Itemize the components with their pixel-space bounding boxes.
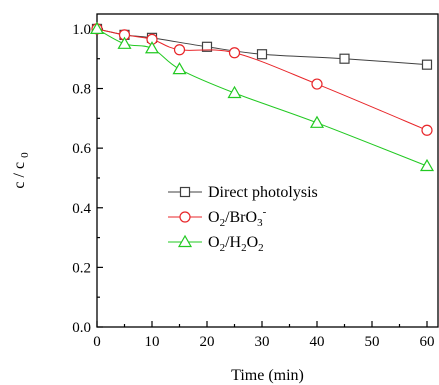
x-tick-label: 30	[255, 334, 270, 350]
y-tick-label: 0.6	[72, 141, 91, 157]
y-tick-label: 0.2	[72, 260, 91, 276]
x-tick-label: 60	[420, 334, 435, 350]
data-point	[419, 158, 435, 172]
legend-label-part: 2	[220, 242, 226, 254]
y-axis-title-subscript: 0	[19, 152, 31, 158]
legend-label-part: -	[263, 206, 267, 218]
legend-marker	[177, 234, 193, 248]
data-point	[117, 36, 132, 49]
legend-label-part: Direct photolysis	[208, 184, 318, 201]
data-point	[309, 115, 325, 128]
data-point	[144, 41, 160, 54]
data-point	[311, 78, 323, 90]
x-tick-label: 40	[310, 334, 325, 350]
x-tick-label: 0	[93, 334, 101, 350]
legend-label-part: 2	[220, 217, 226, 229]
legend-label: O2/BrO3-	[208, 206, 267, 229]
axis-titles: Time (min) c / c 0	[11, 152, 304, 384]
data-point	[173, 44, 186, 56]
data-point	[339, 53, 350, 64]
x-tick-label: 10	[145, 334, 160, 350]
plot-frame	[96, 13, 439, 328]
y-axis-title: c / c 0	[11, 152, 31, 189]
legend-label-part: 2	[241, 242, 247, 254]
legend-marker	[179, 211, 191, 223]
series-line	[96, 28, 428, 131]
series-3	[89, 21, 435, 172]
plot-area: 0 10 20 30 40 50 60 0.0 0.2 0.4 0.6 0.8 1.0	[72, 13, 439, 350]
y-axis-title-main: c / c	[11, 162, 28, 189]
legend-label: Direct photolysis	[208, 184, 318, 201]
data-point	[172, 61, 187, 75]
legend-label-part: 3	[257, 217, 263, 229]
data-point	[228, 47, 241, 59]
legend-marker	[179, 186, 191, 198]
data-point	[256, 49, 268, 60]
legend-label-part: /H	[225, 234, 241, 251]
data-point	[227, 85, 242, 99]
series-layer	[89, 21, 435, 172]
legend-label-part: O	[247, 234, 259, 251]
legend-label-part: O	[208, 209, 220, 226]
data-point	[421, 59, 433, 70]
x-axis-title: Time (min)	[231, 367, 304, 384]
x-tick-label: 20	[200, 334, 215, 350]
y-tick-label: 1.0	[72, 22, 91, 38]
legend-label-part: 2	[258, 242, 264, 254]
legend-label: O2/H2O2	[208, 234, 264, 254]
y-tick-label: 0.4	[72, 201, 91, 217]
legend-label-part: O	[208, 234, 220, 251]
legend-entry: O2/H2O2	[168, 234, 264, 254]
x-tick-label: 50	[365, 334, 380, 350]
y-tick-label: 0.0	[72, 320, 91, 336]
series-2	[91, 23, 433, 136]
data-point	[89, 21, 105, 35]
data-point	[201, 41, 213, 52]
legend-entry: O2/BrO3-	[168, 206, 267, 229]
data-point	[421, 124, 433, 136]
legend-entry: Direct photolysis	[168, 184, 318, 201]
legend-label-part: /BrO	[225, 209, 257, 226]
series-1	[91, 23, 433, 70]
y-tick-label: 0.8	[72, 82, 91, 98]
